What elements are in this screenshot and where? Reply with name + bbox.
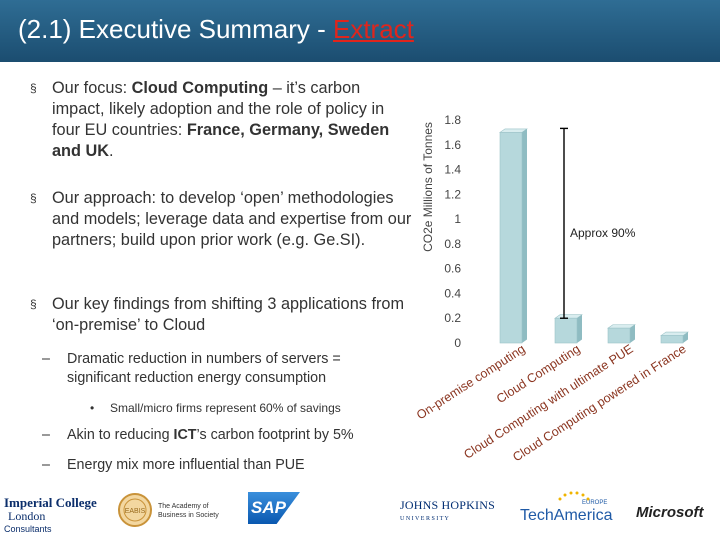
y-tick-label: 0.8 [444,237,461,251]
y-tick-label: 0 [454,336,461,350]
y-tick-label: 1.6 [444,138,461,152]
sub-bullet-energy-mix-text: Energy mix more influential than PUE [67,457,305,473]
bullet-focus-text: Our focus: Cloud Computing – it’s carbon… [52,78,412,162]
techamerica-europe-text: EUROPE [582,500,608,506]
focus-bold-cloud: Cloud Computing [131,79,269,97]
imperial-college-logo: Imperial College London Consultants [4,496,104,540]
partner-logos-row: Imperial College London Consultants EABI… [0,488,720,540]
y-tick-label: 0.6 [444,262,461,276]
y-tick-label: 0.2 [444,311,461,325]
title-extract-link[interactable]: Extract [332,14,414,44]
eabis-badge-text: EABIS [125,508,146,515]
dot-marker: • [90,401,95,415]
slide-title: (2.1) Executive Summary - Extract [18,14,414,45]
reduction-annotation: Approx 90% [570,226,636,240]
sub-sub-bullet-savings-text: Small/micro firms represent 60% of savin… [110,401,341,415]
eu-stars-icon [558,491,590,501]
focus-mid: – it’s carbon impact, likely adoption an… [52,79,385,139]
sub-bullet-servers-text: Dramatic reduction in numbers of servers… [67,351,341,386]
eabis-academy-logo: EABIS The Academy of Business in Society [118,492,228,536]
microsoft-logo: Microsoft [636,504,704,521]
y-tick-label: 1.2 [444,187,461,201]
johns-hopkins-logo: JOHNS HOPKINS U N I V E R S I T Y [400,498,495,528]
eabis-seal-icon: EABIS [118,493,152,527]
academy-line1: The Academy of [158,503,209,510]
academy-line2: Business in Society [158,512,219,519]
ict-pre: Akin to reducing [67,427,174,443]
bullet-marker: § [30,297,37,311]
slide-header: (2.1) Executive Summary - Extract [0,0,720,62]
bar [499,128,528,344]
y-tick-label: 0.4 [444,286,461,300]
imperial-line2: London [8,509,46,523]
dash-marker: – [42,457,50,473]
y-tick-label: 1.8 [444,113,461,127]
jhu-line2: U N I V E R S I T Y [400,516,449,522]
emissions-bar-chart: CO2e Millions of Tonnes 0 0.2 0.4 0.6 0.8 1 1.… [414,113,689,464]
bullet-marker: § [30,191,37,205]
dash-marker: – [42,351,50,367]
sap-logo: SAP [248,492,300,524]
bar [607,324,636,344]
ict-bold: ICT [173,427,197,443]
imperial-line3: Consultants [4,524,52,534]
bar [554,314,583,344]
bar [660,331,689,344]
jhu-line1: JOHNS HOPKINS [400,498,495,512]
bullet-findings-text: Our key findings from shifting 3 applica… [52,295,405,334]
imperial-line1: Imperial College [4,495,97,510]
x-category-label: On-premise computing [414,342,528,423]
techamerica-europe-logo: EUROPE TechAmerica [520,490,613,530]
bullet-marker: § [30,81,37,95]
techamerica-text: TechAmerica [520,507,613,524]
bullet-approach-text: Our approach: to develop ‘open’ methodol… [52,189,412,249]
focus-pre: Our focus: [52,79,132,97]
focus-post: . [108,142,114,160]
y-tick-label: 1 [454,212,461,226]
sub-bullet-ict-text: Akin to reducing ICT’s carbon footprint … [67,426,387,445]
y-axis-label: CO2e Millions of Tonnes [421,122,435,252]
focus-bold-countries: France, Germany, Sweden and UK [52,121,390,160]
y-tick-label: 1.4 [444,163,461,177]
ict-post: ’s carbon footprint by 5% [196,427,354,443]
title-main: (2.1) Executive Summary - [18,14,333,44]
sap-logo-text: SAP [251,498,286,517]
dash-marker: – [42,427,50,443]
